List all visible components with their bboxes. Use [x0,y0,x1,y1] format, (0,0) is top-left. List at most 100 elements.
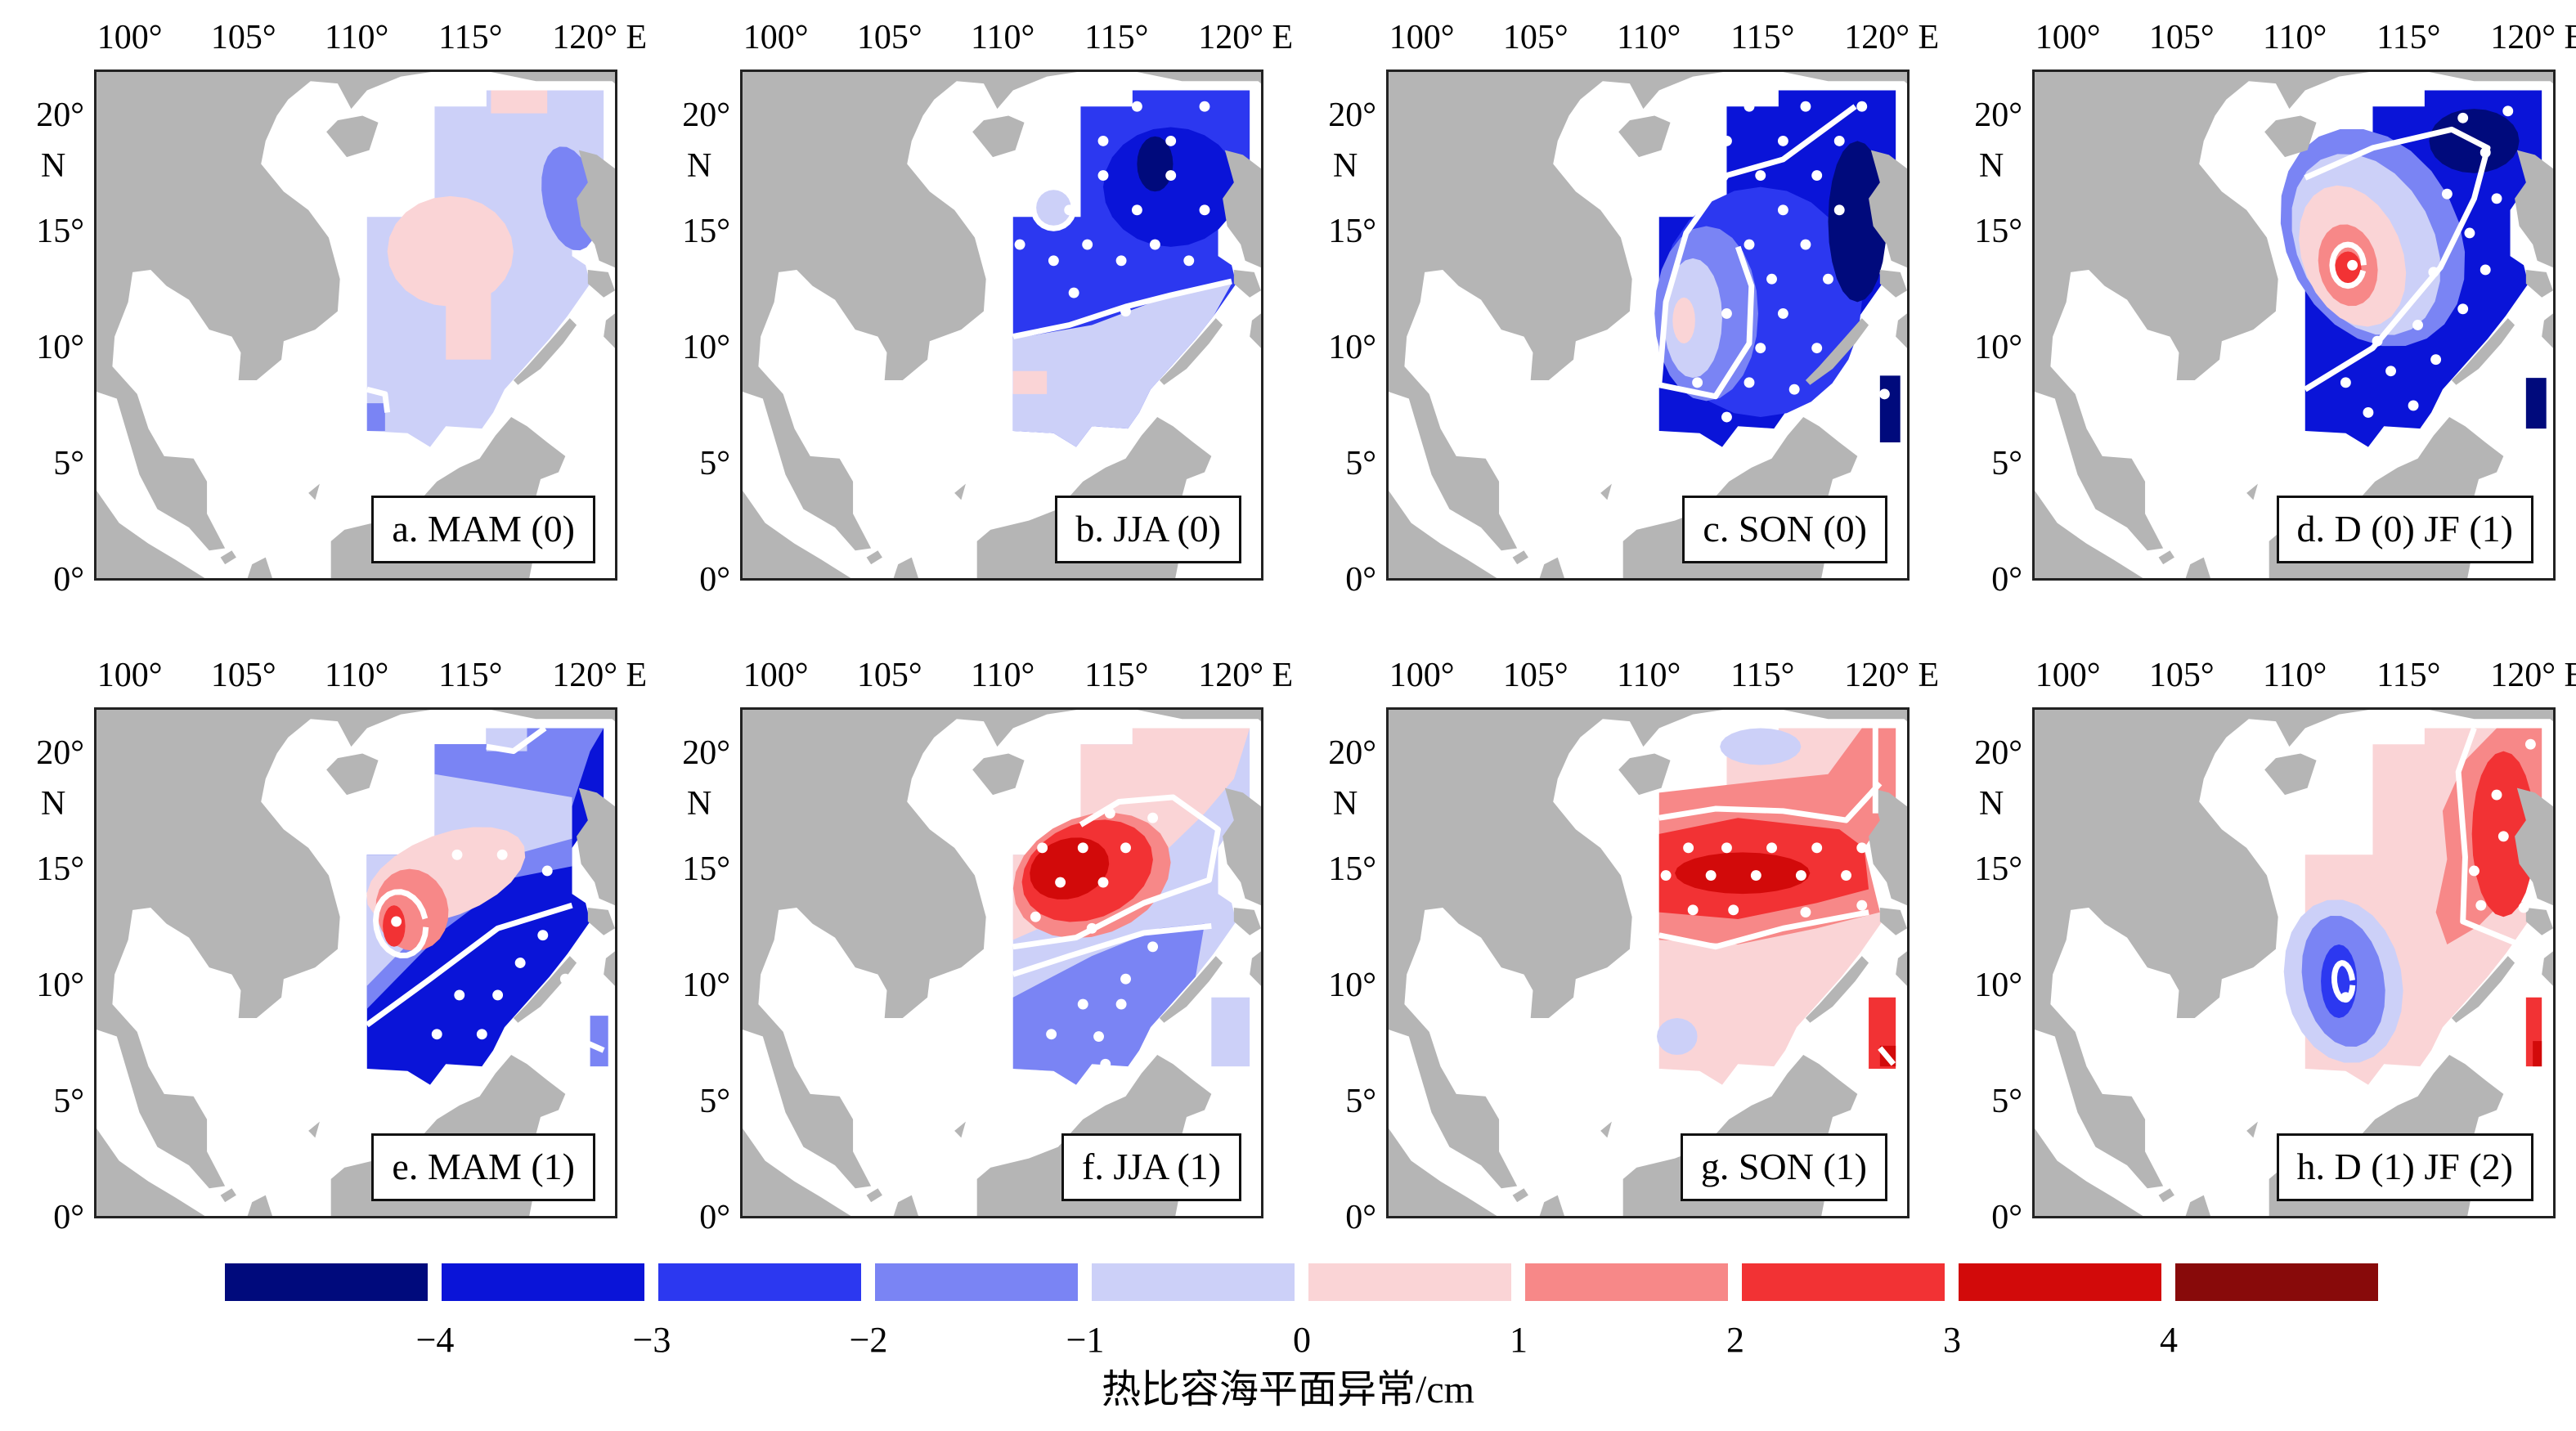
significance-dot [431,1029,442,1040]
significance-contour [1658,781,1883,823]
significance-dot [1097,170,1109,182]
significance-dot [1030,911,1041,922]
land-area [743,1128,851,1216]
latitude-tick-label: 5° [1345,1082,1376,1120]
anomaly-contour-fill [2525,378,2547,429]
latitude-unit-label: N [41,784,66,823]
longitude-tick-label: 105° [856,19,922,56]
longitude-tick-label: 105° [210,19,276,56]
longitude-tick-label: 110° [971,19,1035,56]
significance-dot [1800,907,1811,918]
significance-dot [1811,170,1823,182]
significance-dot [1856,101,1868,112]
map-panel: g. SON (1) [1386,707,1910,1218]
significance-dot [1131,204,1142,216]
significance-contour [365,902,573,1028]
land-area [1389,1128,1497,1216]
panel-label: e. MAM (1) [371,1133,595,1201]
significance-dot [1833,204,1845,216]
longitude-tick-label: 105° [1502,657,1568,694]
significance-dot [2518,902,2529,913]
land-area [1223,150,1261,268]
significance-dot [1068,287,1079,298]
land-area [1896,313,1907,348]
panel-label: f. JJA (1) [1061,1133,1241,1201]
significance-dot [1766,273,1777,285]
significance-dot [1199,204,1210,216]
significance-dot [1744,101,1755,112]
anomaly-contour-fill [446,290,491,360]
latitude-tick-label: 0° [1991,1199,2022,1236]
significance-dot [454,989,465,1001]
land-area [2035,491,2143,578]
land-area [1879,269,1907,298]
significance-dot [1077,998,1088,1010]
significance-dot [1120,842,1131,854]
longitude-tick-label: 110° [2263,19,2327,56]
longitude-tick-label: 115° [438,19,503,56]
significance-dot [537,930,549,941]
latitude-tick-label: 5° [699,444,730,482]
land-area [96,72,615,551]
longitude-tick-label: 110° [971,657,1035,694]
panel-label: c. SON (0) [1682,496,1887,563]
land-area [954,1121,966,1138]
significance-dot [2412,320,2423,330]
longitude-tick-label: 105° [210,657,276,694]
longitude-tick-label: 100° [1389,19,1455,56]
significance-dot [1777,204,1788,216]
latitude-tick-label: 20° [682,96,730,134]
latitude-tick-label: 10° [682,328,730,366]
land-area [2246,483,2258,500]
colorbar-tick-label: 0 [1293,1320,1311,1360]
land-area [96,491,205,578]
land-area [972,753,1025,796]
latitude-tick-label: 20° [1974,733,2022,772]
land-area [893,557,918,578]
land-area [954,483,966,500]
significance-dot [1721,842,1732,854]
latitude-tick-label: 5° [53,1082,84,1120]
land-area [2451,318,2515,385]
colorbar-tick-label: 2 [1726,1320,1744,1360]
significance-dot [1115,255,1127,267]
land-area [2515,787,2553,906]
significance-dot [1147,812,1159,823]
significance-contour [1012,922,1212,977]
land-area [2515,150,2553,268]
significance-dot [2469,865,2480,877]
anomaly-contour-fill [1035,189,1072,227]
map-panel: c. SON (0) [1386,70,1910,581]
significance-dot [2497,831,2509,842]
significance-dot [2464,227,2475,239]
colorbar-swatch [2175,1263,2378,1301]
significance-dot [496,849,508,860]
latitude-tick-label: 10° [1974,328,2022,366]
colorbar-swatch [1525,1263,1728,1301]
significance-dot [476,1029,487,1040]
colorbar-swatch [1742,1263,1945,1301]
significance-dot [1199,101,1210,112]
latitude-tick-label: 15° [36,850,84,888]
colorbar-tick-label: 3 [1943,1320,1961,1360]
longitude-tick-label: 100° [743,19,809,56]
land-area [513,956,577,1023]
latitude-tick-label: 15° [1328,850,1376,888]
land-area [577,787,615,906]
land-area [1233,907,1261,935]
land-area [326,115,379,158]
significance-dot [1755,343,1766,354]
land-area [1879,907,1907,935]
significance-contour [2329,241,2367,289]
land-area [1600,1121,1612,1138]
land-area [1250,951,1261,986]
significance-dot [1744,377,1755,388]
land-area [326,753,379,796]
longitude-tick-label: 115° [1084,657,1149,694]
land-area [1539,557,1564,578]
latitude-tick-label: 5° [1345,444,1376,482]
significance-dot [1120,306,1131,317]
latitude-tick-label: 15° [1328,212,1376,250]
significance-dot [2475,899,2487,911]
land-area [866,1188,882,1203]
